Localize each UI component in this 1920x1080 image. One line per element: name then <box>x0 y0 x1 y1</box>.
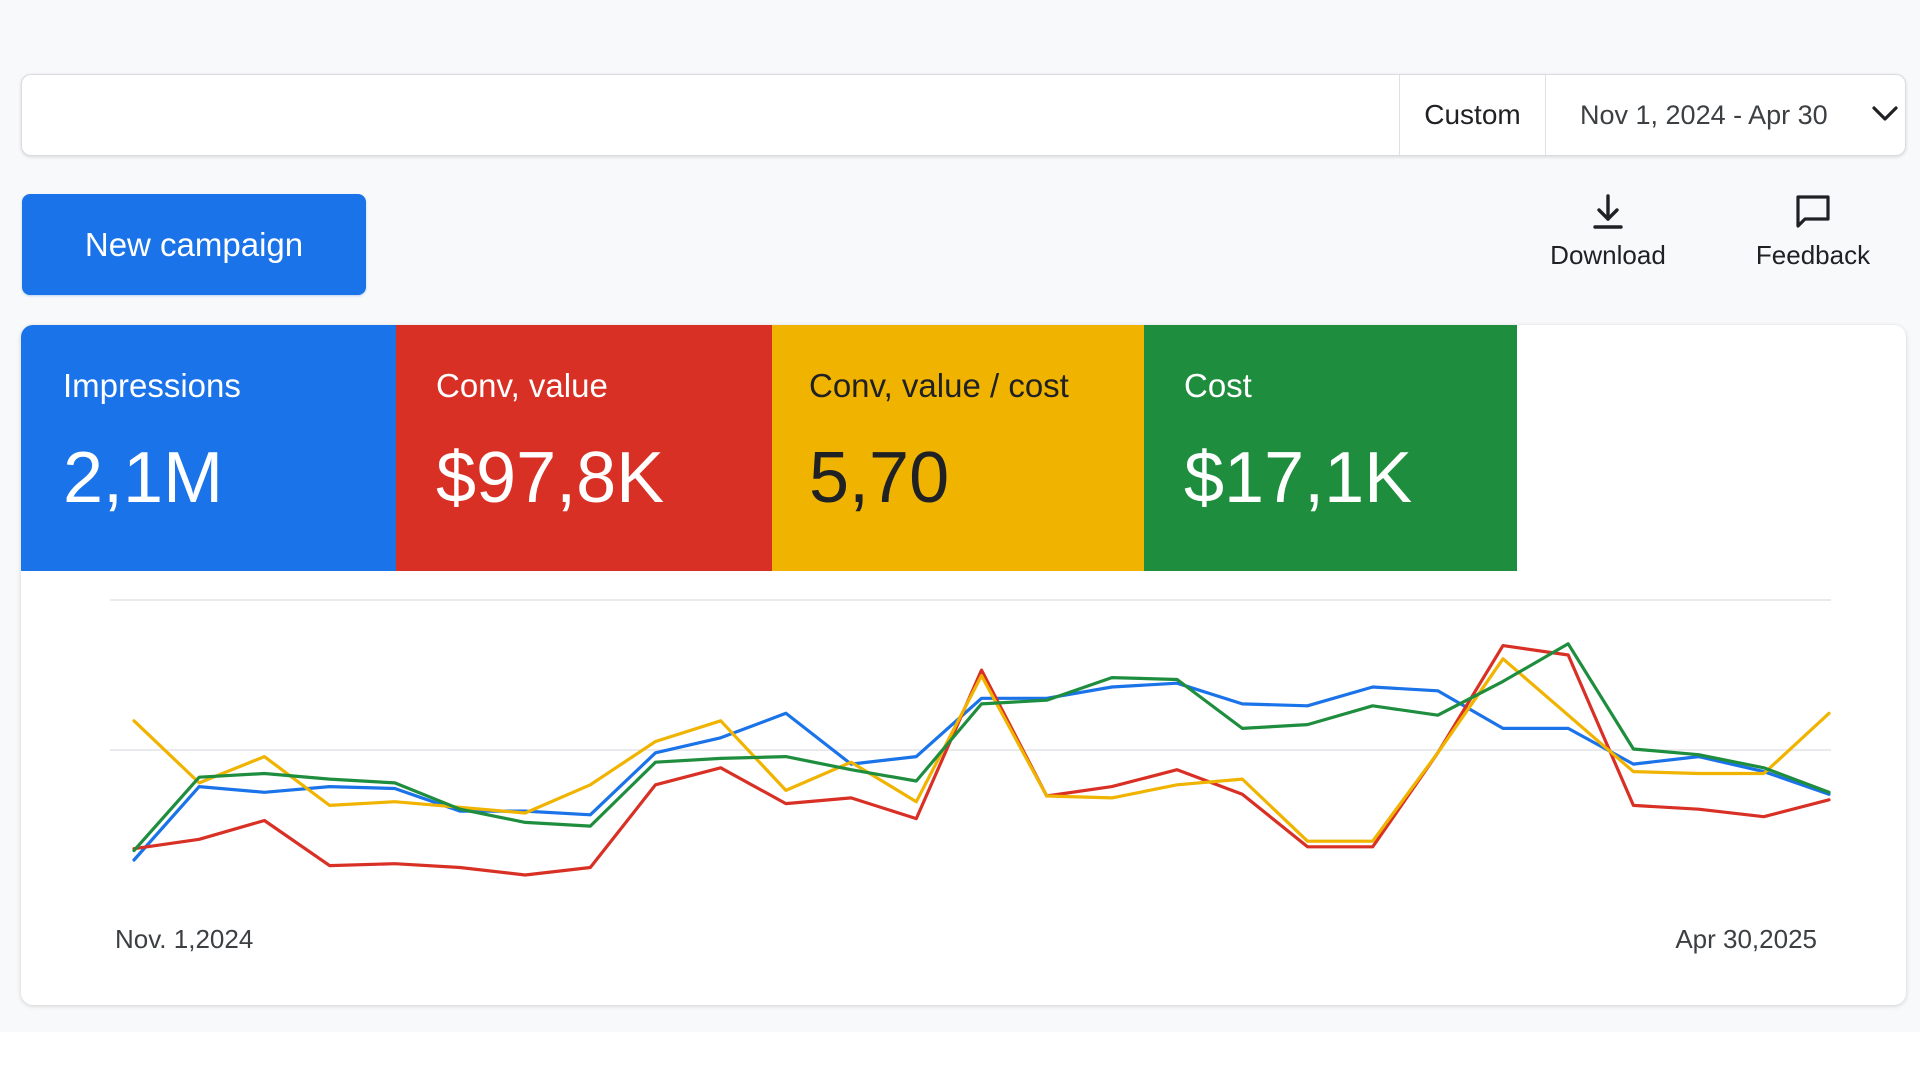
metric-value: $97,8K <box>436 438 665 518</box>
x-tick-label-end: Apr 30,2025 <box>1675 924 1817 954</box>
download-button[interactable]: Download <box>1528 190 1688 280</box>
performance-line-chart: Nov. 1,2024 Apr 30,2025 <box>110 599 1831 954</box>
feedback-icon <box>1796 195 1830 228</box>
metric-conv-value-per-cost[interactable]: Conv, value / cost 5,70 <box>772 325 1144 571</box>
metric-impressions[interactable]: Impressions 2,1M <box>21 325 396 571</box>
date-range-text: Nov 1, 2024 - Apr 30 <box>1580 99 1828 130</box>
series-line-1 <box>132 681 1831 862</box>
x-tick-label-start: Nov. 1,2024 <box>115 924 253 954</box>
metric-label: Impressions <box>63 367 241 404</box>
metric-value: $17,1K <box>1184 438 1413 518</box>
metric-value: 2,1M <box>63 438 224 518</box>
date-range-dropdown[interactable]: Nov 1, 2024 - Apr 30 <box>1546 75 1906 155</box>
performance-card: Impressions 2,1M Conv, value $97,8K Conv… <box>21 325 1906 1005</box>
metric-label: Conv, value / cost <box>809 367 1069 404</box>
metric-cost[interactable]: Cost $17,1K <box>1144 325 1517 571</box>
download-icon <box>1593 194 1623 229</box>
metric-conv-value[interactable]: Conv, value $97,8K <box>396 325 772 571</box>
metric-value: 5,70 <box>809 438 950 518</box>
series-layer <box>132 642 1831 877</box>
series-line-2 <box>132 644 1831 877</box>
series-line-4 <box>132 642 1831 853</box>
series-line-3 <box>132 657 1831 843</box>
feedback-button[interactable]: Feedback <box>1733 190 1893 280</box>
feedback-label: Feedback <box>1755 240 1871 270</box>
custom-range-label: Custom <box>1424 99 1521 130</box>
page-background: Custom Nov 1, 2024 - Apr 30 New campaign… <box>21 74 1906 1005</box>
chevron-down-icon[interactable] <box>1868 97 1902 131</box>
metric-label: Conv, value <box>436 367 608 404</box>
custom-range-chip[interactable]: Custom <box>1399 75 1546 155</box>
download-label: Download <box>1550 240 1666 270</box>
date-filter-bar: Custom Nov 1, 2024 - Apr 30 <box>21 74 1906 156</box>
metric-label: Cost <box>1184 367 1252 404</box>
new-campaign-button[interactable]: New campaign <box>22 194 366 295</box>
